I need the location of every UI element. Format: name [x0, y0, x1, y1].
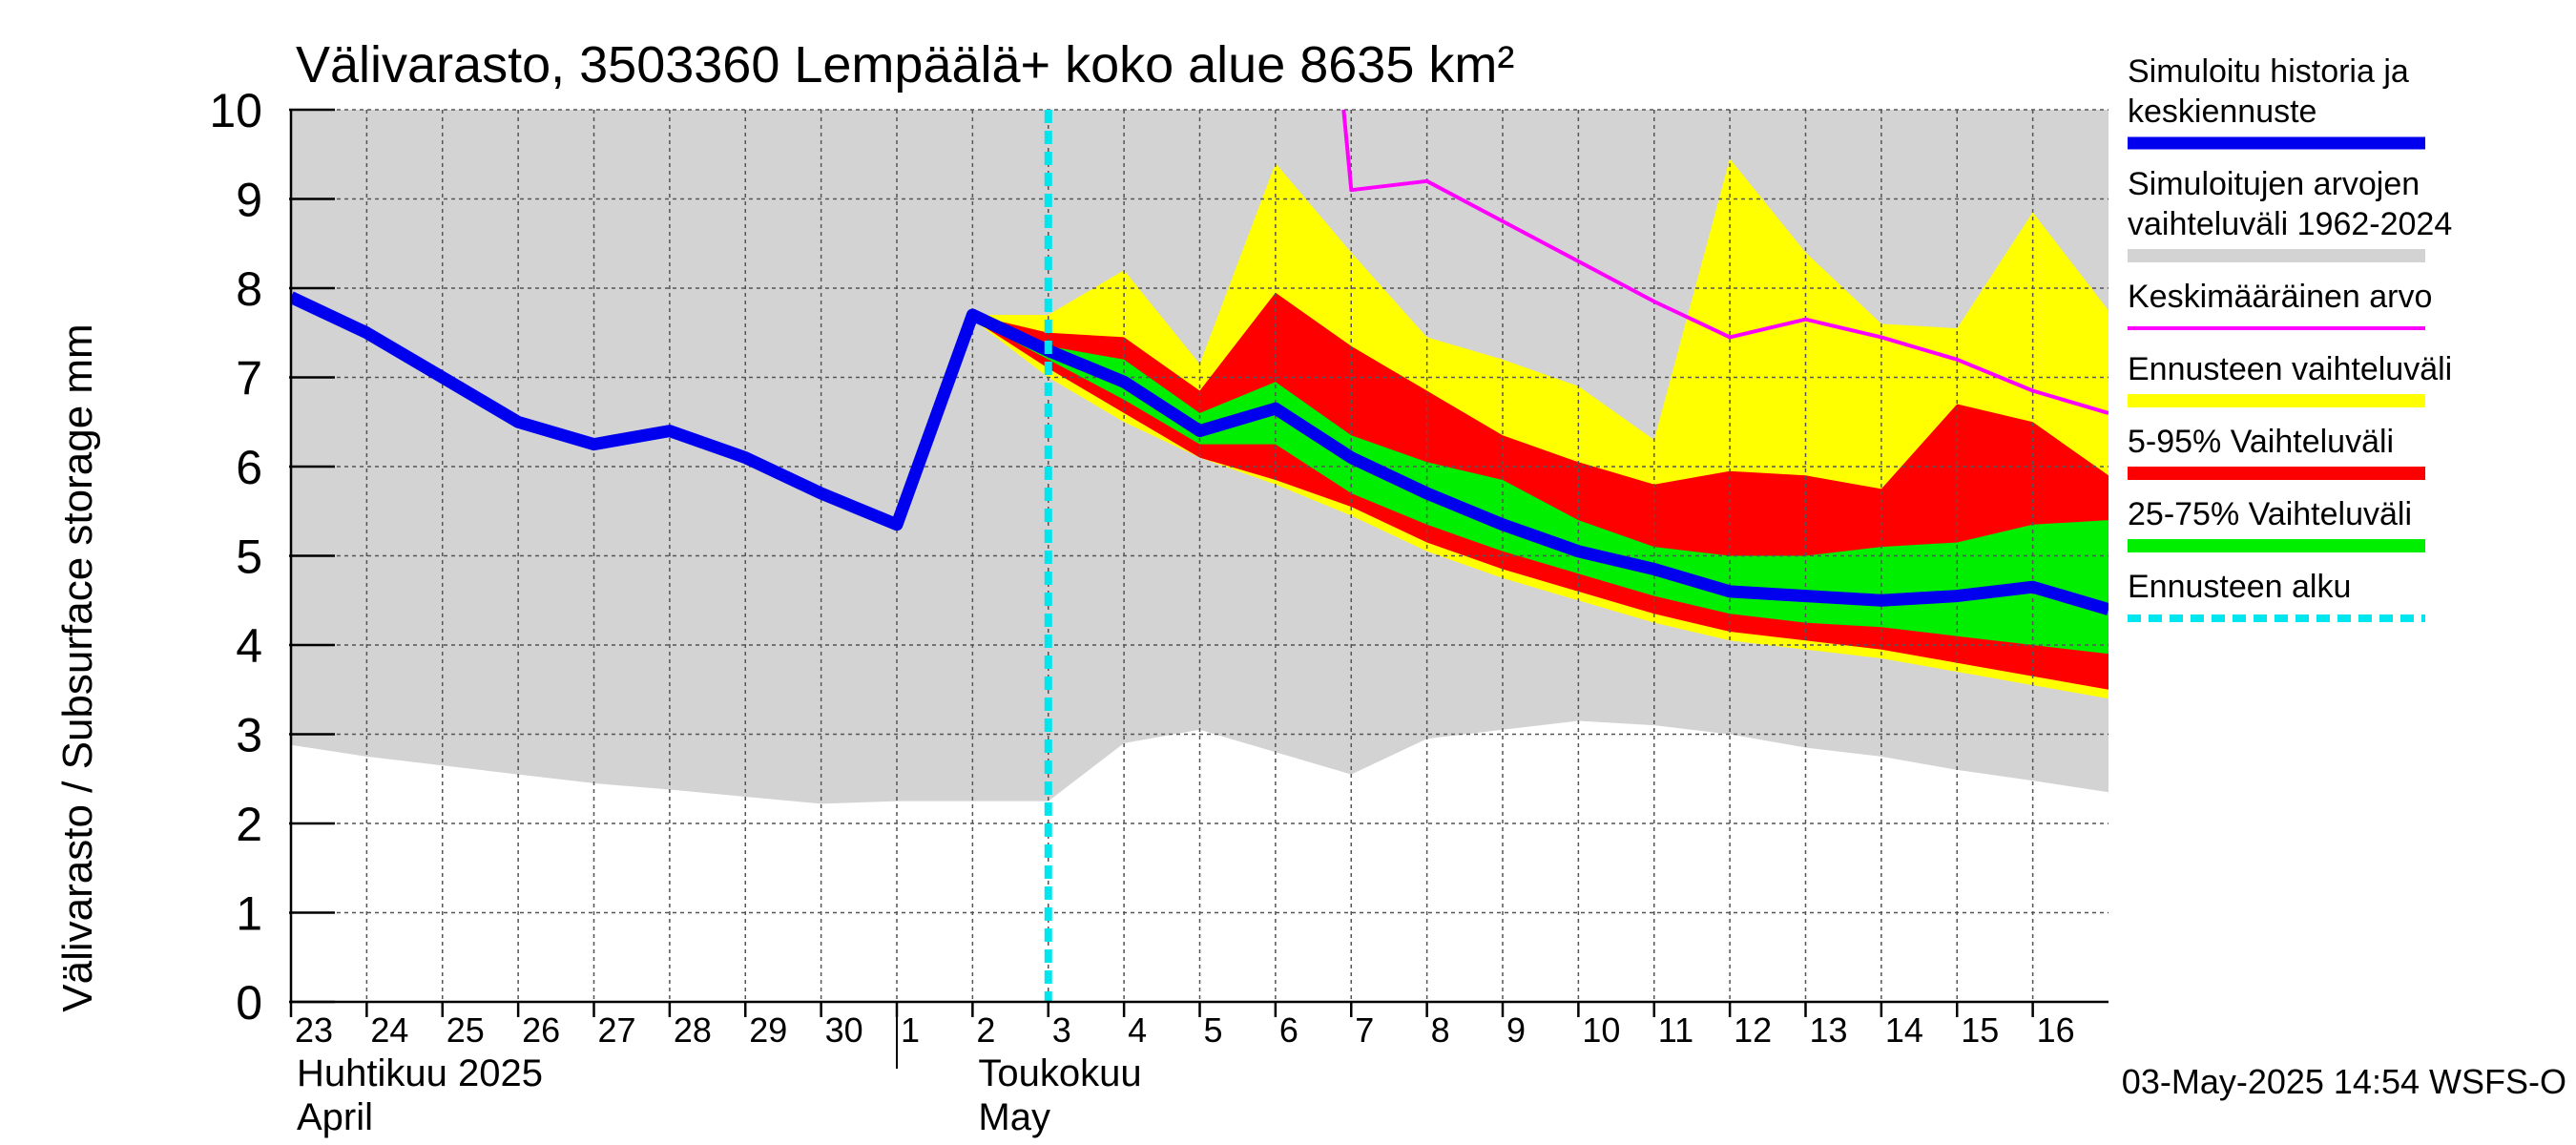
y-tick-label-2: 2	[236, 798, 262, 851]
y-tick-label-1: 1	[236, 887, 262, 941]
month-label-en-2: May	[978, 1096, 1050, 1138]
month-label-fi-1: Huhtikuu 2025	[297, 1052, 543, 1094]
y-tick-label-3: 3	[236, 709, 262, 762]
chart-title: Välivarasto, 3503360 Lempäälä+ koko alue…	[296, 36, 1514, 94]
x-tick-label-29: 29	[749, 1010, 787, 1050]
legend-label-4-line-1: Ennusteen vaihteluväli	[2128, 351, 2452, 387]
y-tick-label-4: 4	[236, 619, 262, 673]
x-tick-label-25: 25	[447, 1010, 485, 1050]
y-axis-label: Välivarasto / Subsurface storage mm	[54, 323, 101, 1011]
y-tick-label-6: 6	[236, 441, 262, 494]
x-tick-label-28: 28	[674, 1010, 712, 1050]
x-tick-label-7: 7	[1355, 1010, 1374, 1050]
legend-label-5-line-1: 5-95% Vaihteluväli	[2128, 424, 2394, 460]
x-tick-label-10: 10	[1582, 1010, 1620, 1050]
y-tick-label-10: 10	[209, 84, 262, 137]
month-label-en-1: April	[297, 1096, 373, 1138]
x-tick-label-24: 24	[370, 1010, 408, 1050]
legend: Simuloitu historia ja keskiennuste Simuloi…	[2128, 53, 2452, 622]
x-tick-label-12: 12	[1734, 1010, 1772, 1050]
x-tick-label-9: 9	[1506, 1010, 1526, 1050]
y-tick-label-8: 8	[236, 262, 262, 316]
grid-lines	[291, 109, 2109, 1002]
x-tick-label-13: 13	[1810, 1010, 1848, 1050]
x-tick-label-5: 5	[1204, 1010, 1223, 1050]
timestamp-footer: 03-May-2025 14:54 WSFS-O	[2122, 1062, 2566, 1101]
legend-label-3-line-1: Keskimääräinen arvo	[2128, 279, 2432, 315]
line-keskim-r-inen-arvo	[1341, 110, 2109, 415]
y-tick-label-7: 7	[236, 352, 262, 406]
y-tick-label-9: 9	[236, 174, 262, 227]
x-tick-label-8: 8	[1431, 1010, 1450, 1050]
x-tick-label-3: 3	[1052, 1010, 1071, 1050]
x-tick-label-11: 11	[1658, 1010, 1693, 1050]
x-tick-label-15: 15	[1961, 1010, 1999, 1050]
x-tick-label-27: 27	[598, 1010, 636, 1050]
x-tick-label-30: 30	[825, 1010, 863, 1050]
x-tick-label-26: 26	[522, 1010, 560, 1050]
x-tick-label-16: 16	[2037, 1010, 2075, 1050]
line-simuloitu-historia-ja-keskiennuste	[291, 291, 2109, 615]
month-label-fi-2: Toukokuu	[978, 1052, 1141, 1094]
x-tick-label-6: 6	[1279, 1010, 1298, 1050]
x-tick-label-2: 2	[976, 1010, 995, 1050]
series-lines	[291, 110, 2109, 1002]
legend-label-6-line-1: 25-75% Vaihteluväli	[2128, 496, 2412, 532]
legend-label-2-line-1: Simuloitujen arvojen	[2128, 166, 2420, 202]
legend-label-7-line-1: Ennusteen alku	[2128, 569, 2351, 605]
band-25-75-vaihteluv-li	[972, 315, 2109, 655]
x-tick-label-4: 4	[1128, 1010, 1147, 1050]
y-tick-label-0: 0	[236, 976, 262, 1030]
legend-label-1-line-1: Simuloitu historia ja	[2128, 53, 2409, 90]
x-tick-label-14: 14	[1885, 1010, 1923, 1050]
legend-label-1-line-2: keskiennuste	[2128, 94, 2316, 130]
y-tick-label-5: 5	[236, 531, 262, 584]
legend-label-2-line-2: vaihteluväli 1962-2024	[2128, 206, 2452, 242]
x-tick-label-1: 1	[901, 1010, 920, 1050]
x-tick-label-23: 23	[295, 1010, 333, 1050]
